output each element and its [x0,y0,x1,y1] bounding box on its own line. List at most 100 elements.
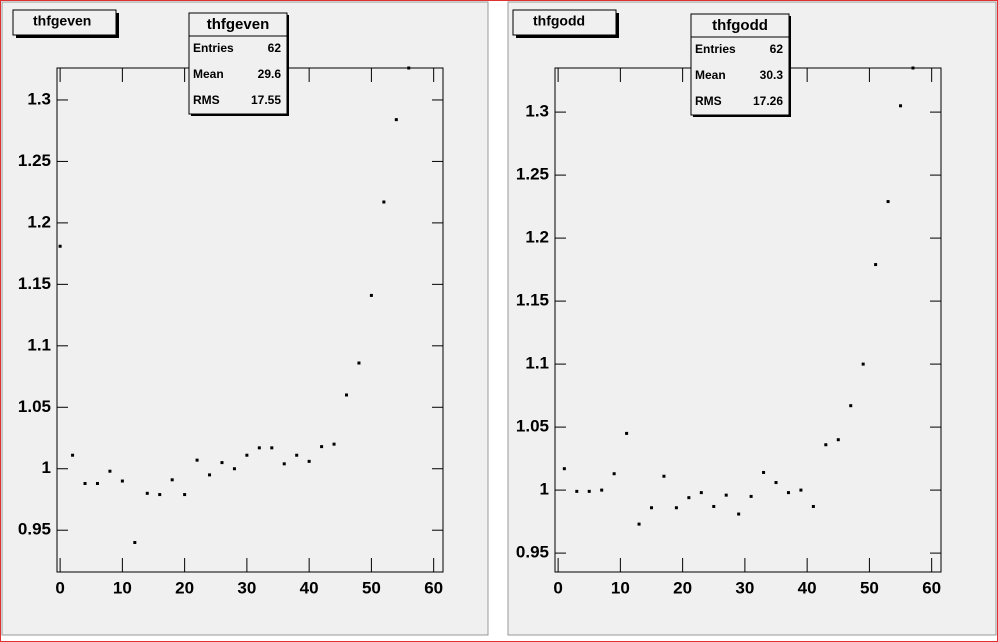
y-tick-label: 1.1 [525,354,549,373]
point [95,481,99,485]
x-tick-label: 30 [735,578,754,597]
point [699,491,703,495]
stats-value: 17.26 [753,94,783,108]
stats-value: 17.55 [251,93,281,107]
y-tick-label: 1.05 [516,417,549,436]
point [183,493,187,497]
point [320,445,324,449]
y-tick-label: 1.05 [18,397,51,416]
point [874,263,878,267]
x-tick-label: 50 [860,578,879,597]
stats-value: 62 [268,41,282,55]
point [562,467,566,471]
point [911,66,915,70]
x-tick-label: 0 [553,578,562,597]
stats-box [188,12,288,115]
stats-label: Entries [695,42,736,56]
x-tick-label: 20 [175,578,194,597]
stats-value: 30.3 [760,68,784,82]
point [58,244,62,248]
point [762,470,766,474]
point [369,293,373,297]
stats-label: Entries [193,41,234,55]
stats-label: Mean [695,68,726,82]
point [357,361,361,365]
stats-label: RMS [695,94,722,108]
point [774,481,778,485]
point [120,479,124,483]
point [257,446,261,450]
title-box [12,9,117,36]
point [799,488,803,492]
title-box [512,9,617,36]
point [687,496,691,500]
stats-title: thfgeven [207,16,270,33]
point [394,118,398,122]
x-tick-label: 40 [798,578,817,597]
x-tick-label: 10 [611,578,630,597]
y-tick-label: 1.25 [18,151,51,170]
point [208,473,212,477]
y-tick-label: 1.15 [516,291,549,310]
point [625,431,629,435]
point [145,491,149,495]
point [662,474,666,478]
point [220,461,224,465]
x-tick-label: 30 [237,578,256,597]
point [836,438,840,442]
point [861,362,865,366]
point [332,442,336,446]
point [724,493,728,497]
point [612,472,616,476]
point [674,506,678,510]
point [786,491,790,495]
y-tick-label: 1 [540,480,549,499]
stats-label: Mean [193,67,224,81]
point [811,504,815,508]
point [382,200,386,204]
y-tick-label: 1.3 [525,102,549,121]
point [232,467,236,471]
point [71,453,75,457]
point [245,453,249,457]
x-tick-label: 50 [362,578,381,597]
point [849,404,853,408]
stats-value: 29.6 [258,67,282,81]
stats-value: 62 [770,42,784,56]
point [407,66,411,70]
point [282,462,286,466]
chart-title: thfgeven [33,13,91,29]
y-tick-label: 1 [42,458,51,477]
x-tick-label: 0 [55,578,64,597]
chart-title: thfgodd [533,13,585,29]
stats-box [690,13,790,116]
point [575,489,579,493]
point [83,481,87,485]
point [637,522,641,526]
point [158,493,162,497]
stats-label: RMS [193,93,220,107]
x-tick-label: 20 [673,578,692,597]
point [307,459,311,463]
point [712,504,716,508]
y-tick-label: 1.3 [27,89,51,108]
x-tick-label: 40 [300,578,319,597]
y-tick-label: 1.15 [18,274,51,293]
frame [56,67,444,573]
x-tick-label: 60 [922,578,941,597]
y-tick-label: 1.25 [516,165,549,184]
y-tick-label: 0.95 [18,520,51,539]
x-tick-label: 60 [424,578,443,597]
point [108,469,112,473]
point [270,446,274,450]
point [345,393,348,397]
point [170,478,174,482]
point [650,506,653,510]
point [824,443,828,447]
frame [554,67,942,573]
y-tick-label: 1.2 [525,228,549,247]
x-tick-label: 10 [113,578,132,597]
y-tick-label: 1.2 [27,212,51,231]
point [600,488,604,492]
